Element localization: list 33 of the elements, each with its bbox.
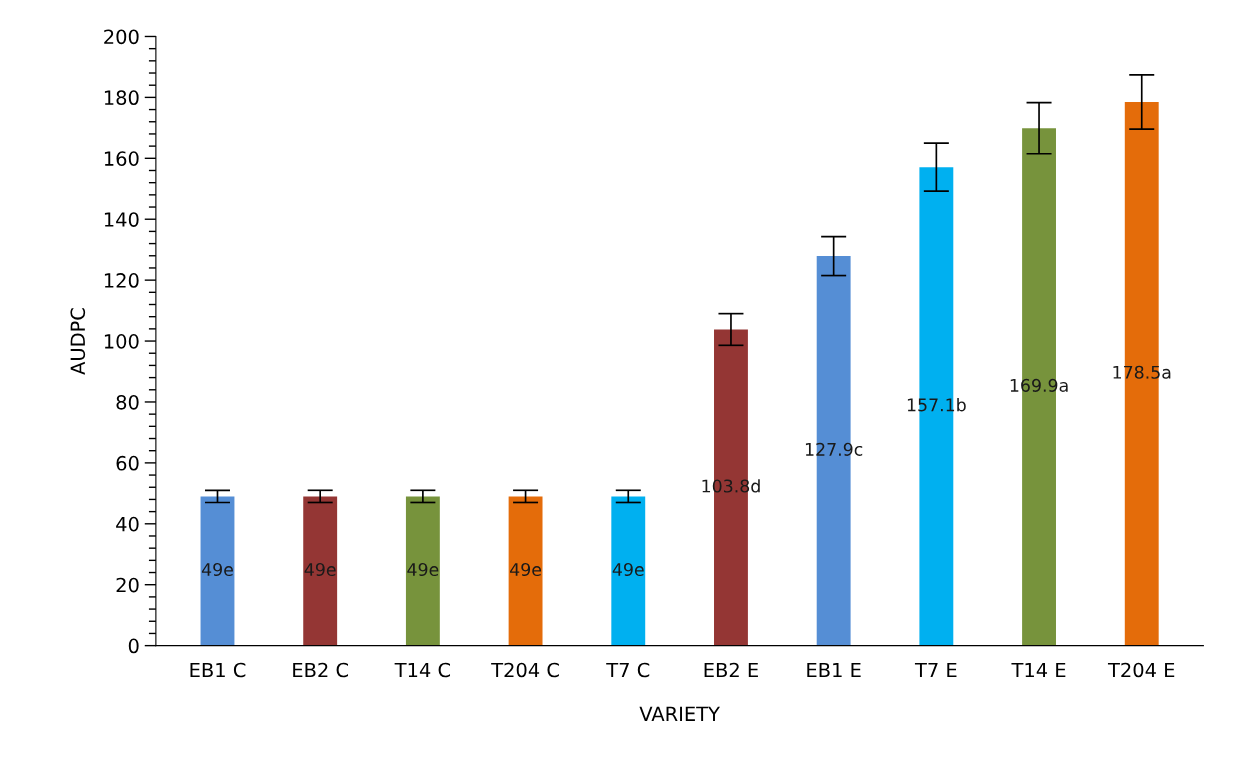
x-tick-label: T7 E: [914, 662, 957, 678]
y-tick-label: 0: [128, 638, 139, 654]
x-tick-label: T204 C: [491, 662, 559, 678]
y-tick-label: 80: [116, 394, 139, 410]
data-label: 49e: [612, 562, 644, 577]
bar: [200, 496, 235, 646]
data-label: 49e: [510, 562, 542, 577]
y-axis-title: AUDPC: [70, 308, 86, 375]
y-tick-label: 180: [104, 90, 139, 106]
x-tick-label: EB2 E: [704, 662, 758, 678]
x-tick-label: EB1 C: [190, 662, 246, 678]
x-tick-label: EB1 E: [807, 662, 861, 678]
data-label: 49e: [201, 562, 233, 577]
y-tick-label: 40: [116, 516, 139, 532]
x-axis-title: VARIETY: [639, 706, 720, 721]
y-tick-label: 20: [116, 577, 139, 593]
data-label: 49e: [304, 562, 336, 577]
y-tick-label: 140: [104, 212, 139, 227]
y-tick-label: 160: [104, 151, 139, 166]
x-tick-label: T14 C: [394, 662, 451, 678]
data-label: 49e: [407, 562, 439, 577]
y-tick-label: 100: [104, 334, 139, 349]
y-tick-label: 120: [104, 273, 139, 288]
y-tick-label: 200: [104, 29, 139, 45]
x-tick-label: T14 E: [1011, 662, 1066, 678]
x-tick-label: EB2 C: [293, 662, 349, 678]
x-tick-label: T204 E: [1107, 662, 1175, 678]
bar: [405, 496, 440, 646]
bar: [303, 496, 338, 646]
bar: [611, 496, 646, 646]
x-tick-label: T7 C: [606, 662, 650, 678]
bar: [508, 496, 543, 646]
y-tick-label: 60: [116, 455, 139, 471]
